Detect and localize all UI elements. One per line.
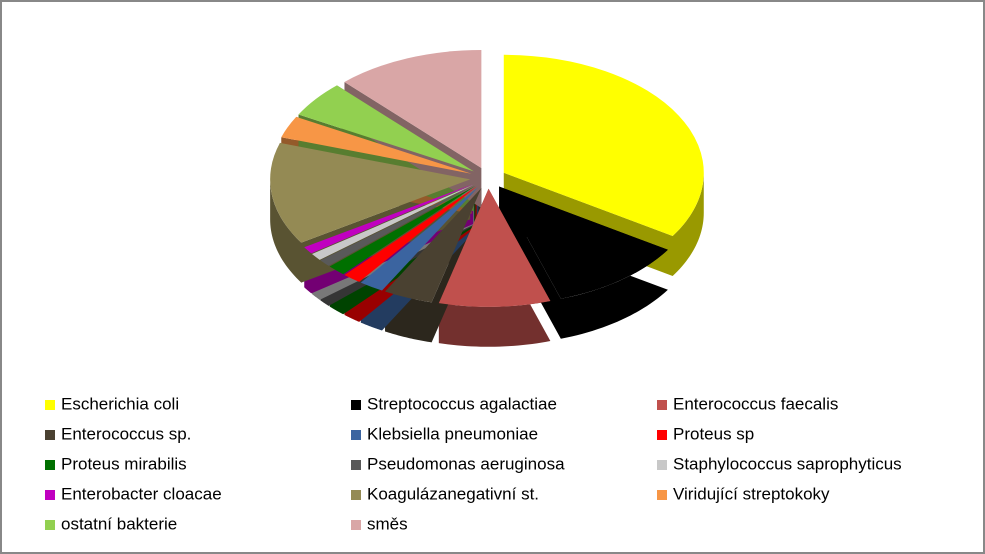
legend-swatch — [351, 430, 361, 440]
legend-label: Enterococcus faecalis — [673, 394, 838, 413]
slice — [320, 185, 475, 266]
legend-swatch — [351, 460, 361, 470]
slice — [298, 85, 474, 172]
legend-label: Klebsiella pneumoniae — [367, 424, 538, 443]
legend-swatch — [657, 490, 667, 500]
legend-swatch — [45, 520, 55, 530]
legend-swatch — [45, 460, 55, 470]
slice-side — [438, 188, 551, 347]
legend-swatch — [351, 520, 361, 530]
slice — [329, 185, 476, 275]
slice — [304, 184, 474, 254]
slice — [499, 186, 668, 299]
slice — [344, 49, 482, 168]
slice — [503, 54, 704, 237]
slice — [311, 184, 474, 260]
legend-label: Viridující streptokoky — [673, 484, 830, 503]
legend-swatch — [351, 400, 361, 410]
legend-label: Proteus mirabilis — [61, 454, 187, 473]
legend-label: Pseudomonas aeruginosa — [367, 454, 565, 473]
slice — [385, 188, 482, 303]
slice — [360, 187, 479, 291]
legend-swatch — [45, 490, 55, 500]
legend-label: směs — [367, 514, 408, 533]
legend-label: Staphylococcus saprophyticus — [673, 454, 902, 473]
legend-swatch — [45, 400, 55, 410]
legend-label: Enterobacter cloacae — [61, 484, 222, 503]
legend-swatch — [657, 460, 667, 470]
slice — [281, 116, 472, 174]
legend-swatch — [657, 430, 667, 440]
legend-swatch — [351, 490, 361, 500]
slice — [438, 188, 551, 307]
legend-label: Proteus sp — [673, 424, 754, 443]
legend-swatch — [45, 430, 55, 440]
legend-label: Escherichia coli — [61, 394, 179, 413]
legend-label: Enterococcus sp. — [61, 424, 191, 443]
slice — [344, 186, 477, 282]
legend-label: ostatní bakterie — [61, 514, 177, 533]
legend-swatch — [657, 400, 667, 410]
legend-label: Koagulázanegativní st. — [367, 484, 539, 503]
slice — [270, 142, 471, 243]
legend-label: Streptococcus agalactiae — [367, 394, 557, 413]
